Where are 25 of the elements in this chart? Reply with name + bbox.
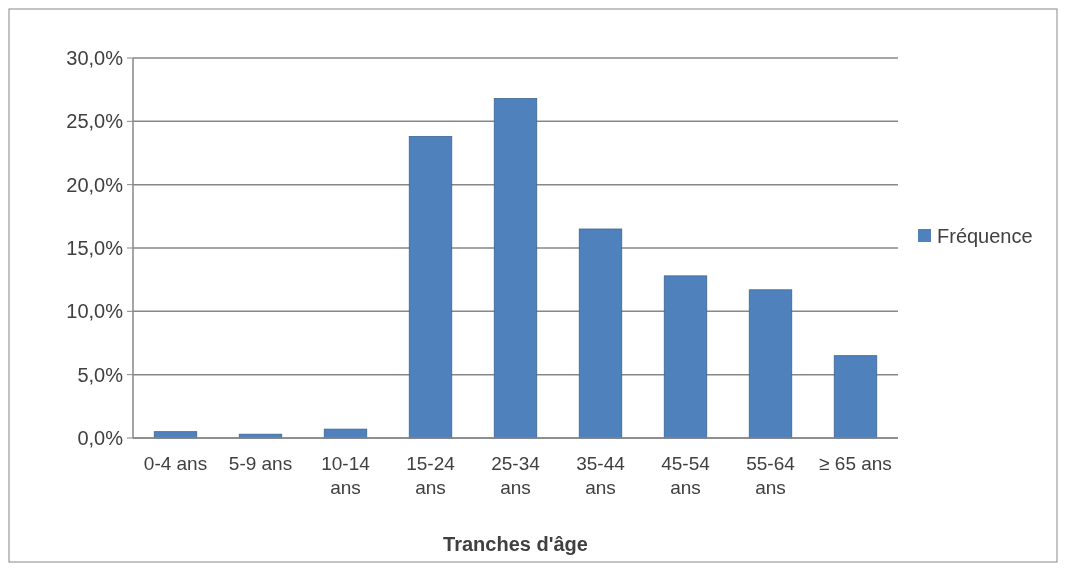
x-tick-label: 25-34 ans (491, 453, 541, 498)
x-tick-label: 35-44 ans (576, 453, 626, 498)
x-tick-label: ≥ 65 ans (819, 453, 892, 474)
y-tick-label: 25,0% (66, 110, 124, 133)
x-axis-title: Tranches d'âge (443, 533, 588, 555)
x-tick-label: 55-64 ans (746, 453, 796, 498)
y-tick-label: 20,0% (66, 173, 124, 196)
bar (833, 355, 878, 439)
bar (408, 136, 453, 439)
y-tick-label: 5,0% (77, 363, 124, 386)
bar (663, 275, 708, 439)
y-tick-label: 30,0% (66, 47, 124, 69)
y-tick-label: 0,0% (77, 427, 124, 449)
x-tick-label: 45-54 ans (661, 453, 711, 498)
bar (748, 289, 793, 439)
x-tick-label: 10-14 ans (321, 453, 371, 498)
legend-label: Fréquence (937, 225, 1033, 247)
y-tick-label: 10,0% (66, 300, 124, 323)
y-tick-label: 15,0% (66, 237, 124, 259)
x-tick-label: 15-24 ans (406, 453, 456, 498)
bar (323, 428, 368, 439)
bar (493, 98, 538, 439)
x-tick-label: 0-4 ans (143, 453, 208, 474)
bar (578, 228, 623, 439)
x-tick-label: 5-9 ans (228, 453, 293, 474)
